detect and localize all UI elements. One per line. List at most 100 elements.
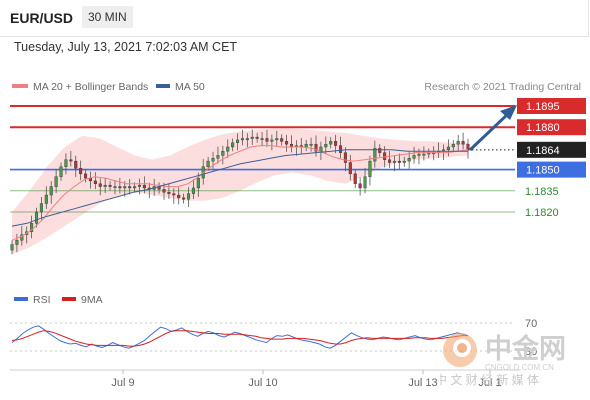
candle-body (260, 138, 264, 140)
resistance-tag (517, 98, 586, 114)
rsi-panel: 70 30 (10, 318, 537, 358)
candle-body (20, 234, 24, 241)
candle-body (373, 148, 377, 162)
candle-body (103, 184, 107, 187)
pivot-tag (517, 161, 586, 178)
chart-header: EUR/USD 30 MIN (0, 0, 589, 37)
candle-body (402, 160, 406, 163)
candle-body (250, 136, 254, 139)
pivot-label: 1.1850 (526, 165, 560, 177)
support-label: 1.1835 (525, 186, 559, 198)
candle-body (113, 186, 117, 188)
candle-body (231, 142, 235, 148)
resistance-tag (517, 119, 586, 136)
candle-body (236, 139, 240, 143)
ma20-legend-swatch (12, 84, 28, 88)
9ma-line (11, 330, 468, 347)
candle-body (314, 143, 318, 152)
candle-body (378, 148, 382, 153)
candle-body (39, 203, 43, 213)
ma50-line (11, 149, 468, 227)
candle-body (358, 183, 362, 189)
candle-body (417, 153, 421, 156)
candle-body (338, 145, 343, 153)
ma20-line (11, 145, 469, 241)
candle-body (368, 160, 372, 177)
candle-body (69, 159, 73, 162)
candle-body (128, 186, 132, 189)
timeframe-button[interactable]: 30 MIN (82, 6, 133, 28)
rsi-legend-swatch (14, 297, 28, 301)
candle-body (466, 143, 470, 151)
candle-body (123, 186, 127, 189)
resistance-label: 1.1880 (526, 122, 560, 134)
candle-body (275, 138, 279, 141)
candle-body (137, 184, 142, 187)
candle-body (84, 173, 88, 179)
x-tick-label: Jul 1 (478, 377, 501, 389)
candle-body (309, 143, 313, 146)
candle-body (167, 192, 171, 194)
candle-body (412, 155, 416, 159)
candle-body (30, 223, 34, 232)
candle-body (353, 173, 357, 184)
candle-body (186, 193, 191, 200)
ma50-legend-label: MA 50 (175, 81, 205, 93)
candle-body (383, 152, 387, 160)
candle-body (304, 143, 308, 148)
candle-body (211, 158, 215, 162)
ma9-legend-label: 9MA (81, 294, 103, 306)
candle-body (461, 141, 465, 145)
bollinger-fill (12, 128, 468, 255)
moving-averages (11, 145, 469, 241)
currency-pair-title: EUR/USD (10, 10, 74, 26)
candle-body (172, 193, 176, 196)
candle-body (329, 141, 333, 145)
candle-body (245, 138, 249, 140)
candle-body (34, 211, 39, 224)
rsi-line (11, 325, 469, 349)
forecast-arrow-icon (468, 105, 517, 152)
candle-body (108, 184, 112, 187)
candle-body (348, 162, 352, 175)
candle-body (93, 180, 97, 184)
candle-body (64, 159, 68, 167)
candle-body (118, 186, 122, 189)
price-levels (10, 105, 515, 213)
candle-body (255, 136, 259, 139)
candle-body (79, 167, 83, 175)
research-credit: Research © 2021 Trading Central (424, 81, 581, 93)
candle-body (319, 146, 323, 152)
ma9-legend-swatch (62, 297, 76, 301)
candle-body (74, 160, 78, 169)
candle-body (446, 146, 450, 151)
candle-body (363, 176, 367, 189)
candle-body (98, 183, 102, 187)
candle-body (177, 194, 181, 199)
candle-body (142, 184, 146, 189)
candle-body (397, 160, 401, 163)
candle-body (10, 244, 14, 251)
bollinger-band-area (12, 128, 468, 255)
candle-body (388, 159, 392, 163)
candle-body (182, 197, 186, 200)
candle-body (270, 139, 274, 142)
candle-body (226, 146, 230, 152)
ma50-legend-swatch (156, 84, 170, 88)
candle-body (392, 160, 396, 163)
x-tick-label: Jul 9 (111, 377, 134, 389)
candlesticks (10, 129, 470, 255)
candle-body (59, 166, 63, 177)
ma20-legend-label: MA 20 + Bollinger Bands (33, 81, 148, 93)
candle-body (191, 187, 195, 194)
level-tags: 1.1895 1.1880 1.1864 1.1850 1.1835 1.1820 (517, 98, 586, 219)
x-tick-label: Jul 10 (248, 377, 277, 389)
candle-body (456, 141, 460, 145)
candle-body (280, 138, 284, 142)
candle-body (451, 143, 455, 148)
x-tick-label: Jul 13 (408, 377, 437, 389)
candle-body (15, 240, 19, 245)
candle-body (334, 141, 338, 146)
